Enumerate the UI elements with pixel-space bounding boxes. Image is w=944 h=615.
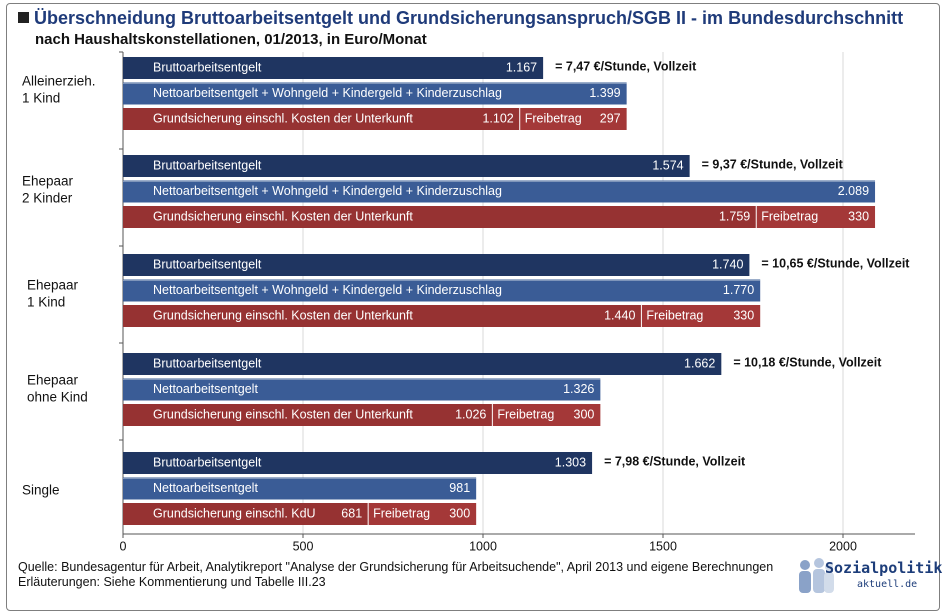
bar-grundsicherung-value: 1.102 (482, 111, 513, 125)
bar-netto-value: 1.326 (563, 382, 594, 396)
source-note: Quelle: Bundesagentur für Arbeit, Analyt… (18, 560, 773, 590)
freibetrag-label: Freibetrag (761, 209, 818, 223)
hourly-wage-annotation: = 10,65 €/Stunde, Vollzeit (761, 256, 910, 270)
freibetrag-label: Freibetrag (646, 308, 703, 322)
freibetrag-value: 330 (733, 308, 754, 322)
bar-grundsicherung (123, 305, 642, 327)
chart-title: Überschneidung Bruttoarbeitsentgelt und … (18, 8, 903, 29)
bar-freibetrag (368, 503, 477, 525)
bar-grundsicherung (123, 108, 520, 130)
bar-netto-label: Nettoarbeitsentgelt + Wohngeld + Kinderg… (153, 86, 502, 100)
x-tick-label: 1500 (649, 539, 677, 553)
freibetrag-label: Freibetrag (525, 111, 582, 125)
bar-brutto-value: 1.574 (652, 158, 683, 172)
bar-grundsicherung-label: Grundsicherung einschl. Kosten der Unter… (153, 209, 413, 223)
bar-netto-value: 1.770 (723, 283, 754, 297)
sozialpolitik-logo: Sozialpolitik- aktuell.de (795, 553, 944, 601)
category-label: 1 Kind (27, 295, 65, 310)
bar-netto (123, 180, 876, 203)
bar-netto (123, 378, 601, 401)
bar-brutto-label: Bruttoarbeitsentgelt (153, 455, 262, 469)
bar-grundsicherung-value: 681 (341, 506, 362, 520)
bar-brutto (123, 254, 750, 276)
bar-netto-value: 981 (449, 481, 470, 495)
bar-brutto-label: Bruttoarbeitsentgelt (153, 257, 262, 271)
bar-grundsicherung (123, 404, 493, 426)
bar-grundsicherung-label: Grundsicherung einschl. Kosten der Unter… (153, 111, 413, 125)
category-label: ohne Kind (27, 390, 88, 405)
hourly-wage-annotation: = 10,18 €/Stunde, Vollzeit (733, 355, 882, 369)
bar-freibetrag (756, 206, 876, 228)
bar-netto-label: Nettoarbeitsentgelt + Wohngeld + Kinderg… (153, 283, 502, 297)
bar-brutto (123, 452, 593, 474)
bar-netto-label: Nettoarbeitsentgelt + Wohngeld + Kinderg… (153, 184, 502, 198)
category-label: Ehepaar (22, 174, 74, 189)
freibetrag-label: Freibetrag (373, 506, 430, 520)
freibetrag-value: 300 (574, 407, 595, 421)
bar-netto-value: 2.089 (838, 184, 869, 198)
explanation-line: Erläuterungen: Siehe Kommentierung und T… (18, 575, 326, 589)
bar-grundsicherung-value: 1.440 (604, 308, 635, 322)
freibetrag-value: 300 (449, 506, 470, 520)
bar-grundsicherung-value: 1.759 (719, 209, 750, 223)
bar-grundsicherung (123, 503, 369, 525)
x-tick-label: 2000 (829, 539, 857, 553)
x-tick-label: 0 (120, 539, 127, 553)
bar-grundsicherung-label: Grundsicherung einschl. Kosten der Unter… (153, 308, 413, 322)
logo-text: Sozialpolitik- (825, 559, 944, 577)
bar-brutto-label: Bruttoarbeitsentgelt (153, 60, 262, 74)
bar-brutto-label: Bruttoarbeitsentgelt (153, 356, 262, 370)
category-label: Single (22, 483, 60, 498)
bar-freibetrag (519, 108, 627, 130)
bar-freibetrag (641, 305, 761, 327)
bar-netto (123, 82, 627, 105)
bar-brutto-value: 1.167 (506, 60, 537, 74)
bar-netto (123, 477, 477, 500)
bar-netto-label: Nettoarbeitsentgelt (153, 382, 258, 396)
hourly-wage-annotation: = 7,98 €/Stunde, Vollzeit (604, 454, 746, 468)
source-line: Quelle: Bundesagentur für Arbeit, Analyt… (18, 560, 774, 574)
bar-grundsicherung-label: Grundsicherung einschl. KdU (153, 506, 316, 520)
bar-netto (123, 279, 761, 302)
bar-grundsicherung-label: Grundsicherung einschl. Kosten der Unter… (153, 407, 413, 421)
bar-brutto-value: 1.662 (684, 356, 715, 370)
bar-brutto-label: Bruttoarbeitsentgelt (153, 158, 262, 172)
title-bullet-icon (18, 12, 29, 23)
bar-brutto (123, 57, 544, 79)
category-label: Ehepaar (27, 373, 79, 388)
bar-brutto (123, 353, 722, 375)
hourly-wage-annotation: = 9,37 €/Stunde, Vollzeit (702, 157, 844, 171)
bar-brutto-value: 1.740 (712, 257, 743, 271)
x-tick-label: 1000 (469, 539, 497, 553)
chart-title-text: Überschneidung Bruttoarbeitsentgelt und … (34, 8, 904, 28)
bar-grundsicherung (123, 206, 757, 228)
x-tick-label: 500 (293, 539, 314, 553)
bar-grundsicherung-value: 1.026 (455, 407, 486, 421)
people-silhouettes-icon (799, 558, 834, 593)
chart-subtitle: nach Haushaltskonstellationen, 01/2013, … (35, 31, 427, 48)
category-label: Alleinerzieh. (22, 74, 96, 89)
bar-netto-value: 1.399 (589, 86, 620, 100)
bar-brutto-value: 1.303 (555, 455, 586, 469)
logo-subtext: aktuell.de (857, 579, 918, 590)
freibetrag-label: Freibetrag (497, 407, 554, 421)
category-label: Ehepaar (27, 278, 79, 293)
bar-brutto (123, 155, 690, 177)
bar-netto-label: Nettoarbeitsentgelt (153, 481, 258, 495)
freibetrag-value: 330 (848, 209, 869, 223)
category-label: 1 Kind (22, 91, 60, 106)
bar-freibetrag (492, 404, 601, 426)
freibetrag-value: 297 (600, 111, 621, 125)
hourly-wage-annotation: = 7,47 €/Stunde, Vollzeit (555, 59, 697, 73)
category-label: 2 Kinder (22, 191, 73, 206)
